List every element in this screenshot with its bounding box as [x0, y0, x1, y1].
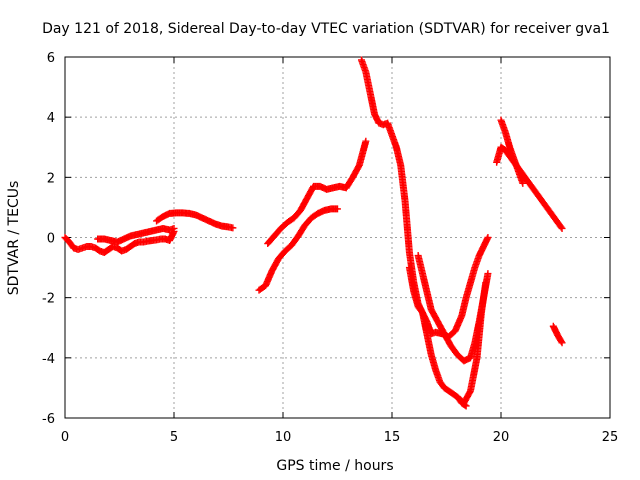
- series-10: [493, 143, 566, 232]
- data-point: [334, 205, 341, 213]
- data-point: [558, 339, 566, 347]
- data-point: [519, 179, 527, 187]
- y-tick-label: 0: [47, 232, 55, 247]
- data-point: [557, 223, 565, 231]
- data-point: [484, 234, 492, 241]
- series-12: [549, 322, 566, 347]
- data-point: [482, 279, 490, 287]
- data-point: [484, 270, 492, 278]
- x-axis-label: GPS time / hours: [276, 458, 393, 474]
- data-point: [362, 137, 370, 145]
- y-tick-label: -6: [42, 412, 55, 427]
- data-point: [170, 224, 178, 232]
- y-tick-label: 6: [47, 51, 55, 66]
- grid-lines: [65, 57, 610, 418]
- series-7: [405, 264, 470, 410]
- series-2: [94, 224, 178, 246]
- chart-title: Day 121 of 2018, Sidereal Day-to-day VTE…: [42, 21, 610, 37]
- data-points: [61, 56, 566, 410]
- series-3: [153, 209, 237, 232]
- series-1: [61, 227, 178, 257]
- y-tick-label: 4: [47, 111, 55, 126]
- x-tick-label: 15: [384, 430, 401, 445]
- x-tick-label: 10: [275, 430, 292, 445]
- x-tick-label: 25: [602, 430, 619, 445]
- axis-ticks: 0 5 10 15 20 25 -6 -4 -2 0 2 4 6: [42, 51, 618, 445]
- series-9: [453, 279, 490, 407]
- series-11: [497, 116, 527, 187]
- x-tick-label: 5: [170, 430, 178, 445]
- series-4: [255, 205, 341, 294]
- y-tick-label: -2: [42, 292, 55, 307]
- x-tick-label: 0: [61, 430, 69, 445]
- y-tick-label: -4: [42, 352, 55, 367]
- data-point: [229, 224, 237, 232]
- series-5: [264, 137, 370, 248]
- y-tick-label: 2: [47, 171, 55, 186]
- y-axis-label: SDTVAR / TECUs: [6, 181, 22, 296]
- x-tick-label: 20: [493, 430, 510, 445]
- data-point: [557, 338, 565, 346]
- data-point: [558, 224, 566, 232]
